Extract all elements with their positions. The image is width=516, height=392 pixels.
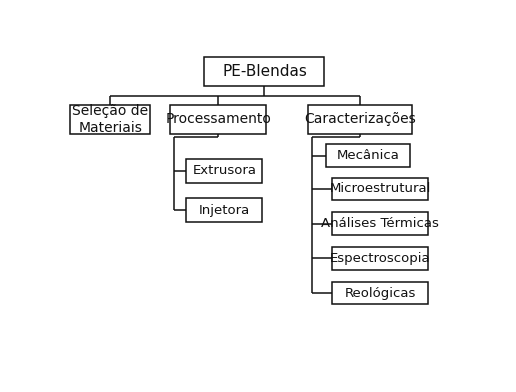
Text: Processamento: Processamento (166, 113, 271, 127)
FancyBboxPatch shape (332, 212, 428, 235)
Text: Análises Térmicas: Análises Térmicas (321, 217, 439, 230)
FancyBboxPatch shape (204, 57, 325, 85)
Text: Microestrutural: Microestrutural (330, 182, 431, 195)
FancyBboxPatch shape (170, 105, 266, 134)
FancyBboxPatch shape (186, 198, 263, 222)
FancyBboxPatch shape (332, 247, 428, 270)
Text: Extrusora: Extrusora (192, 164, 256, 177)
Text: Caracterizações: Caracterizações (304, 113, 416, 127)
FancyBboxPatch shape (309, 105, 412, 134)
Text: Espectroscopia: Espectroscopia (330, 252, 431, 265)
Text: PE-Blendas: PE-Blendas (222, 64, 307, 79)
FancyBboxPatch shape (332, 178, 428, 200)
Text: Seleção de
Materiais: Seleção de Materiais (72, 104, 149, 134)
Text: Injetora: Injetora (199, 203, 250, 216)
FancyBboxPatch shape (71, 105, 151, 134)
Text: Reológicas: Reológicas (345, 287, 416, 299)
Text: Mecânica: Mecânica (337, 149, 400, 162)
FancyBboxPatch shape (186, 159, 263, 183)
FancyBboxPatch shape (332, 282, 428, 304)
FancyBboxPatch shape (327, 144, 410, 167)
